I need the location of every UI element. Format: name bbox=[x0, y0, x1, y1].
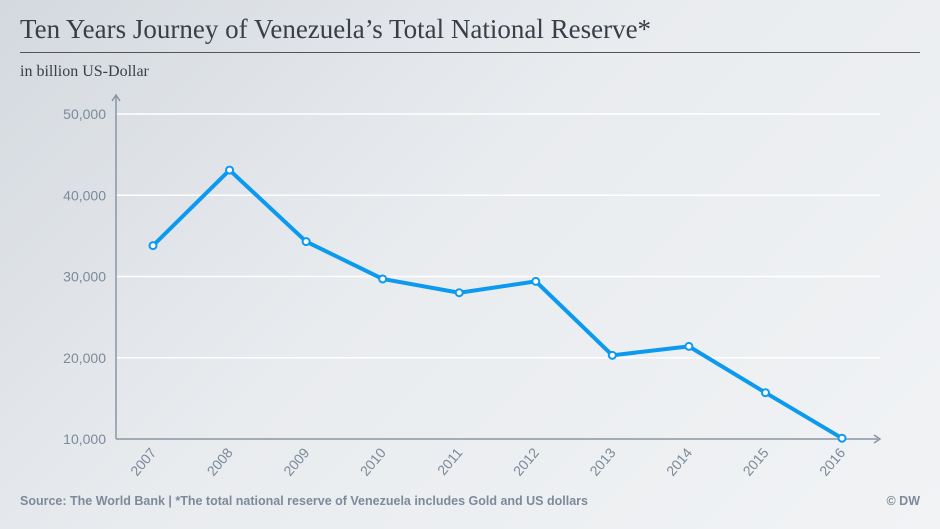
x-tick-label: 2014 bbox=[663, 444, 695, 478]
x-tick-label: 2016 bbox=[816, 444, 848, 478]
x-tick-label: 2007 bbox=[127, 444, 159, 478]
data-point bbox=[225, 165, 235, 175]
x-tick-label: 2012 bbox=[510, 444, 542, 478]
y-tick-label: 50,000 bbox=[63, 106, 106, 122]
copyright: © DW bbox=[886, 494, 920, 508]
x-tick-label: 2010 bbox=[357, 444, 389, 478]
data-point bbox=[148, 241, 158, 251]
y-tick-label: 10,000 bbox=[63, 431, 106, 447]
series-line bbox=[151, 168, 844, 440]
y-axis-arrow-icon bbox=[111, 93, 121, 102]
y-tick-label: 40,000 bbox=[63, 187, 106, 203]
source-note: Source: The World Bank | *The total nati… bbox=[20, 494, 588, 508]
data-point bbox=[378, 274, 388, 284]
data-point bbox=[607, 350, 617, 360]
y-tick-label: 30,000 bbox=[63, 269, 106, 285]
chart-title: Ten Years Journey of Venezuela’s Total N… bbox=[20, 14, 652, 44]
data-point bbox=[531, 276, 541, 286]
y-tick-label: 20,000 bbox=[63, 350, 106, 366]
x-tick-label: 2013 bbox=[586, 444, 618, 478]
data-point bbox=[760, 388, 770, 398]
data-point bbox=[454, 288, 464, 298]
x-tick-label: 2009 bbox=[280, 444, 312, 478]
x-tick-label: 2011 bbox=[434, 444, 466, 478]
x-tick-label: 2015 bbox=[739, 444, 771, 478]
title-divider bbox=[20, 52, 920, 53]
chart-subtitle: in billion US-Dollar bbox=[20, 63, 149, 80]
data-point bbox=[684, 341, 694, 351]
x-axis-arrow-icon bbox=[873, 434, 882, 444]
data-point bbox=[301, 237, 311, 247]
x-tick-label: 2008 bbox=[204, 444, 236, 478]
data-point bbox=[837, 433, 847, 443]
